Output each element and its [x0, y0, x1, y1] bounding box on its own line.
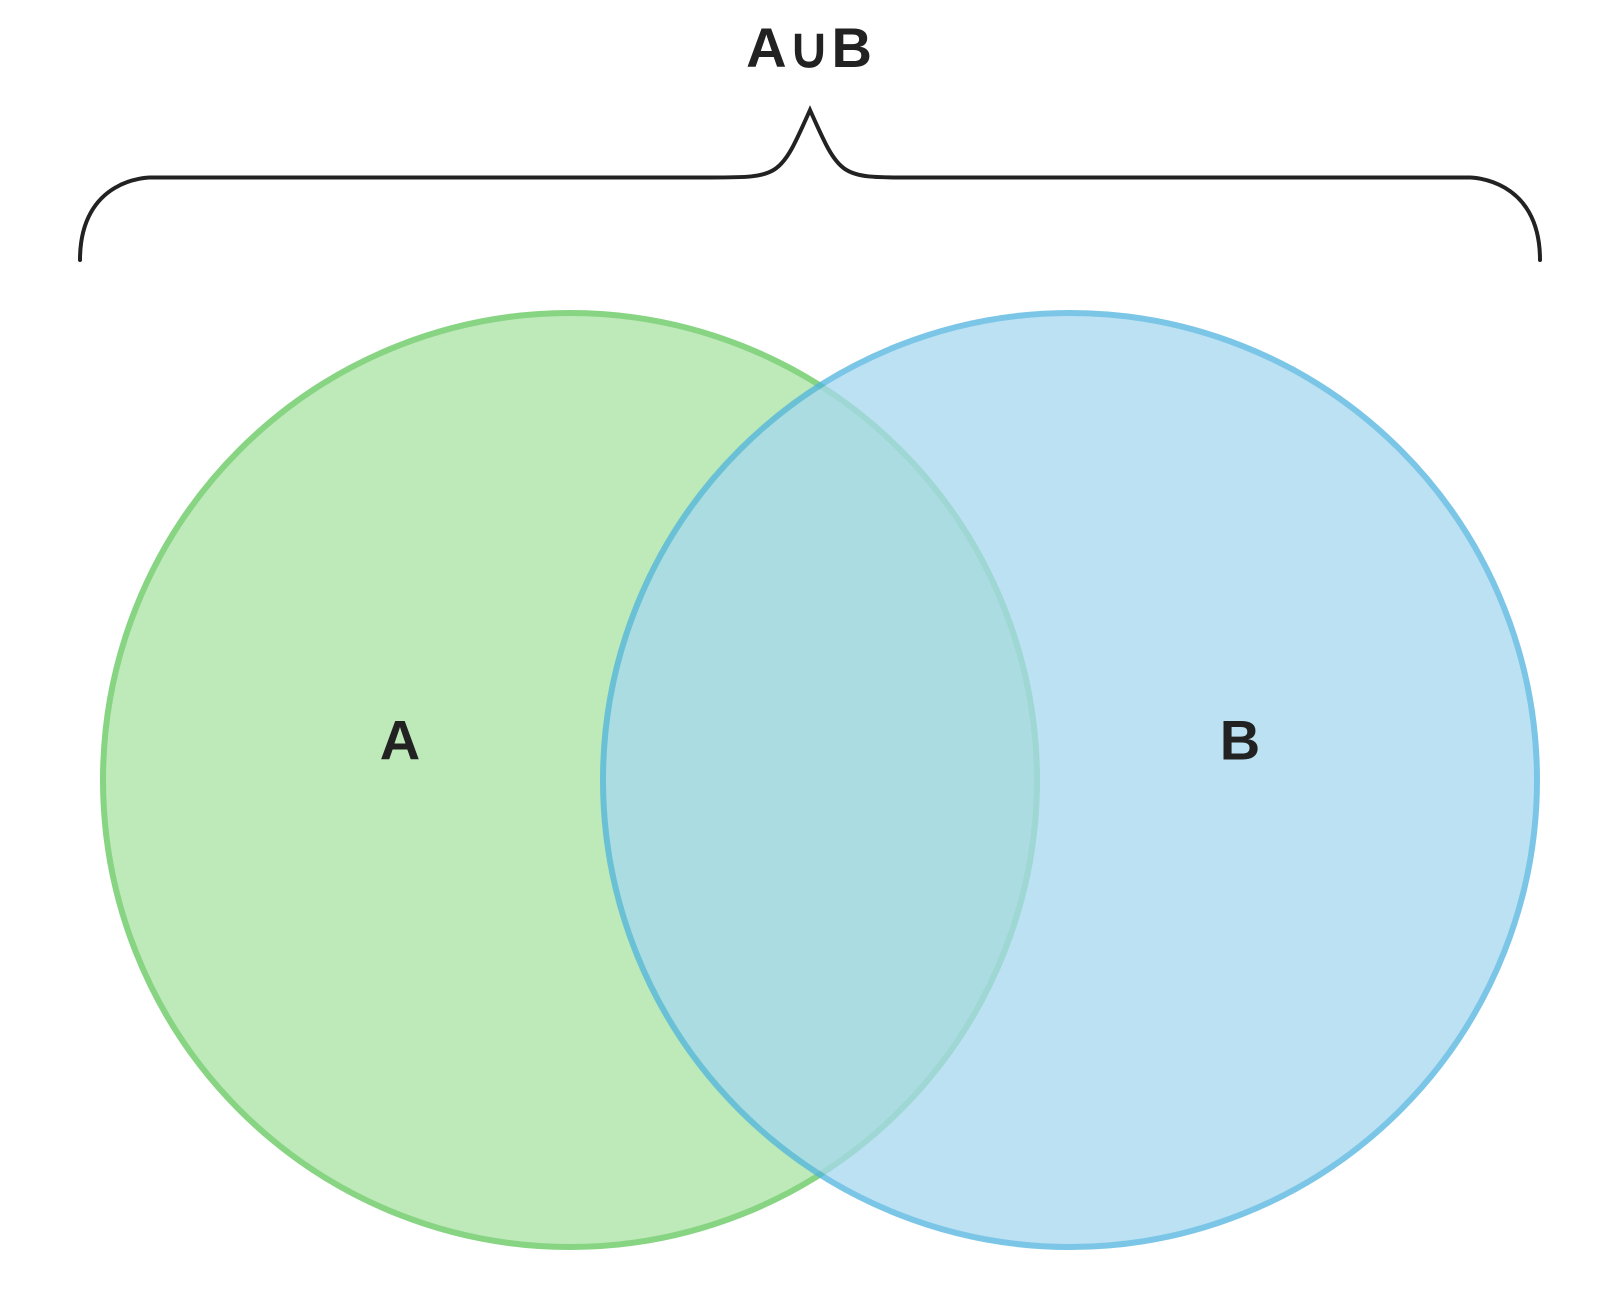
set-b-circle [600, 310, 1540, 1250]
set-a-label: A [380, 708, 420, 773]
diagram-stage: A∪B A B [0, 0, 1620, 1300]
brace-path [80, 110, 1540, 260]
set-b-label: B [1220, 708, 1260, 773]
